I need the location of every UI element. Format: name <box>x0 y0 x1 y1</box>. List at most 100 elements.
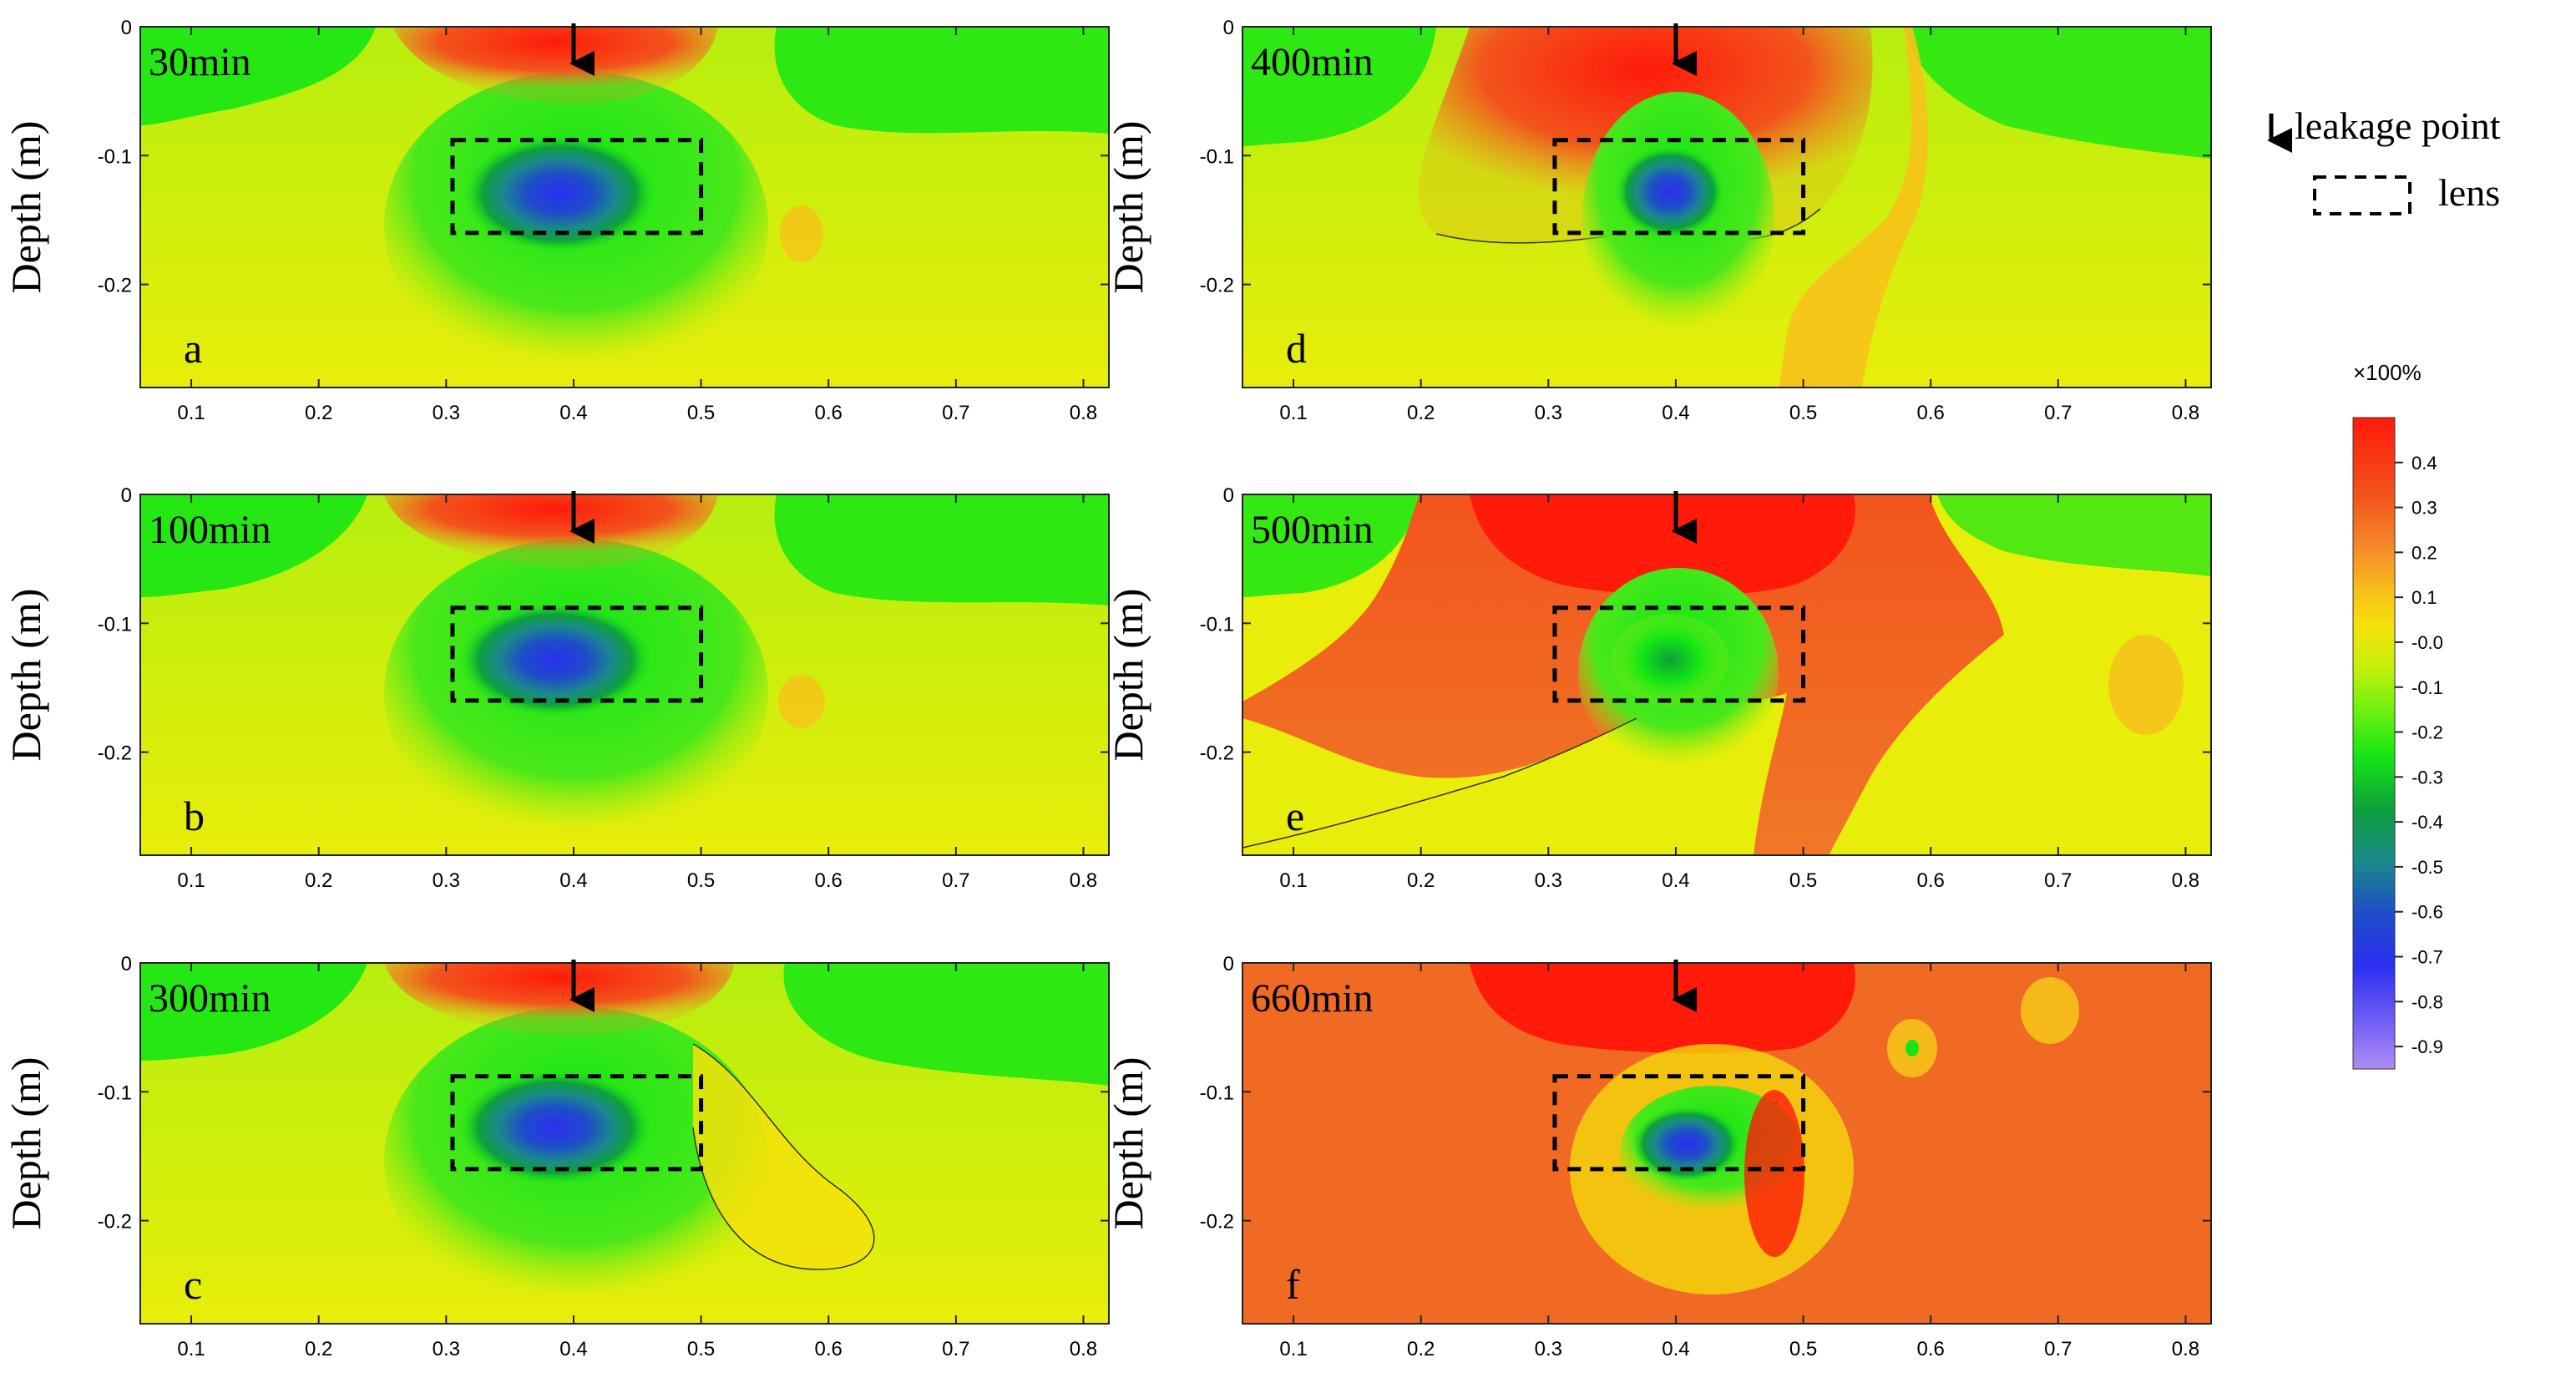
x-tick-label: 0.1 <box>177 1338 205 1360</box>
x-tick-label: 0.3 <box>1535 1338 1562 1360</box>
y-tick-label: 0 <box>121 484 132 507</box>
panel-letter: b <box>184 793 205 839</box>
x-tick-label: 0.2 <box>305 1338 332 1360</box>
colorbar-tick-label: -0.2 <box>2412 722 2443 743</box>
panel-time-label: 500min <box>1251 508 1374 552</box>
y-tick-label: -0.2 <box>98 742 132 765</box>
lens-box <box>1552 138 1806 236</box>
y-tick-label: 0 <box>1223 17 1234 39</box>
x-tick-label: 0.8 <box>2172 402 2199 424</box>
y-tick-label: -0.1 <box>1200 145 1234 168</box>
x-tick-label: 0.3 <box>433 869 460 892</box>
x-tick-label: 0.5 <box>1789 869 1817 892</box>
panel-d <box>1242 26 2212 388</box>
panel-letter: e <box>1286 793 1304 839</box>
panel-letter: c <box>184 1261 202 1308</box>
colorbar-bar <box>2352 417 2396 1070</box>
lens-box <box>1552 1074 1806 1172</box>
x-tick-label: 0.7 <box>942 869 969 892</box>
y-axis-label: Depth (m) <box>3 1057 49 1230</box>
panel-letter: d <box>1286 325 1307 372</box>
x-tick-label: 0.3 <box>1535 869 1562 892</box>
legend: leakage point lens <box>2267 104 2501 215</box>
x-tick-label: 0.5 <box>1789 402 1817 424</box>
colorbar-tick-label: -0.1 <box>2412 677 2443 698</box>
panel-f <box>1242 962 2212 1325</box>
lens-box <box>450 605 704 703</box>
x-tick-label: 0.2 <box>305 402 332 424</box>
x-tick-label: 0.6 <box>815 869 843 892</box>
y-axis-label: Depth (m) <box>1105 121 1151 294</box>
x-tick-label: 0.1 <box>1279 1338 1307 1360</box>
x-tick-label: 0.4 <box>559 402 587 424</box>
colorbar-tick-label: -0.8 <box>2412 991 2443 1012</box>
colorbar-tick-label: -0.9 <box>2412 1036 2443 1057</box>
panel-b-overlay: 0.1 0.2 0.3 0.4 0.5 0.6 0.7 0.8 0 -0.1 -0.2 Depth (… <box>3 484 1109 892</box>
panel-e <box>1242 494 2212 856</box>
x-tick-label: 0.1 <box>1279 869 1307 892</box>
colorbar-tick-label: 0.3 <box>2412 498 2437 519</box>
x-tick-label: 0.3 <box>433 1338 460 1360</box>
colorbar-tick-label: -0.0 <box>2412 632 2443 653</box>
y-tick-label: -0.1 <box>98 1082 132 1104</box>
x-tick-label: 0.7 <box>942 402 969 424</box>
x-tick-label: 0.4 <box>1662 1338 1689 1360</box>
y-axis-label: Depth (m) <box>3 589 49 762</box>
legend-lens-box-icon <box>2313 175 2412 215</box>
panel-d-contour-field <box>1242 27 2211 388</box>
panel-letter: f <box>1286 1261 1300 1308</box>
x-tick-label: 0.2 <box>1407 402 1435 424</box>
legend-lens-label: lens <box>2438 171 2500 214</box>
y-tick-label: -0.2 <box>98 275 132 297</box>
lens-box <box>450 138 704 236</box>
colorbar-tick-label: 0.4 <box>2412 453 2437 474</box>
x-tick-label: 0.6 <box>815 1338 843 1360</box>
panel-d-overlay: 0.1 0.2 0.3 0.4 0.5 0.6 0.7 0.8 0 -0.1 -0.2 Depth (… <box>1105 17 2211 424</box>
x-tick-label: 0.6 <box>1917 869 1945 892</box>
x-tick-label: 0.8 <box>1070 402 1097 424</box>
panel-b-contour-field <box>140 494 1109 855</box>
x-tick-label: 0.7 <box>2044 1338 2072 1360</box>
panel-time-label: 30min <box>149 40 251 84</box>
y-tick-label: -0.1 <box>98 613 132 636</box>
panel-a-contour-field <box>140 27 1109 388</box>
x-tick-label: 0.4 <box>1662 402 1689 424</box>
y-tick-label: 0 <box>1223 484 1234 507</box>
x-tick-label: 0.2 <box>305 869 332 892</box>
panel-c-overlay: 0.1 0.2 0.3 0.4 0.5 0.6 0.7 0.8 0 -0.1 -0.2 Depth (… <box>3 953 1109 1360</box>
panel-time-label: 300min <box>149 976 271 1021</box>
colorbar: ×100% 0.4 0.3 0.2 0.1 -0.0 -0.1 -0.2 -0.3 -0.4 -0… <box>2352 360 2443 1070</box>
y-axis-label: Depth (m) <box>1105 1057 1151 1230</box>
y-tick-label: 0 <box>121 17 132 39</box>
lens-box <box>450 1074 704 1172</box>
x-tick-label: 0.3 <box>433 402 460 424</box>
y-tick-label: -0.1 <box>1200 613 1234 636</box>
y-tick-label: -0.2 <box>1200 742 1234 765</box>
colorbar-title: ×100% <box>2353 360 2422 385</box>
x-tick-label: 0.5 <box>687 402 715 424</box>
colorbar-tick-label: -0.3 <box>2412 767 2443 788</box>
y-axis-label: Depth (m) <box>3 121 49 294</box>
colorbar-ticks: 0.4 0.3 0.2 0.1 -0.0 -0.1 -0.2 -0.3 -0.4 -0.5 -0.6… <box>2395 453 2443 1057</box>
x-tick-label: 0.7 <box>942 1338 969 1360</box>
x-tick-label: 0.4 <box>559 869 587 892</box>
y-tick-label: -0.2 <box>1200 1211 1234 1234</box>
panel-c <box>139 962 1110 1325</box>
y-axis-label: Depth (m) <box>1105 589 1151 762</box>
x-tick-label: 0.5 <box>687 869 715 892</box>
panel-time-label: 400min <box>1251 40 1374 84</box>
panel-f-overlay: 0.1 0.2 0.3 0.4 0.5 0.6 0.7 0.8 0 -0.1 -0.2 Depth (… <box>1105 953 2211 1360</box>
colorbar-tick-label: -0.6 <box>2412 902 2443 923</box>
x-tick-label: 0.8 <box>2172 1338 2199 1360</box>
x-tick-label: 0.7 <box>2044 402 2072 424</box>
y-tick-label: -0.2 <box>1200 275 1234 297</box>
panel-a-overlay: 0.1 0.2 0.3 0.4 0.5 0.6 0.7 0.8 0 -0.1 -0.2 Depth (… <box>3 17 1109 424</box>
x-tick-label: 0.2 <box>1407 1338 1435 1360</box>
panel-time-label: 660min <box>1251 976 1374 1021</box>
panel-c-contour-field <box>140 963 1109 1324</box>
panel-b <box>139 494 1110 856</box>
x-tick-label: 0.8 <box>1070 1338 1097 1360</box>
panel-f-contour-field <box>1242 963 2211 1324</box>
x-tick-label: 0.1 <box>177 402 205 424</box>
